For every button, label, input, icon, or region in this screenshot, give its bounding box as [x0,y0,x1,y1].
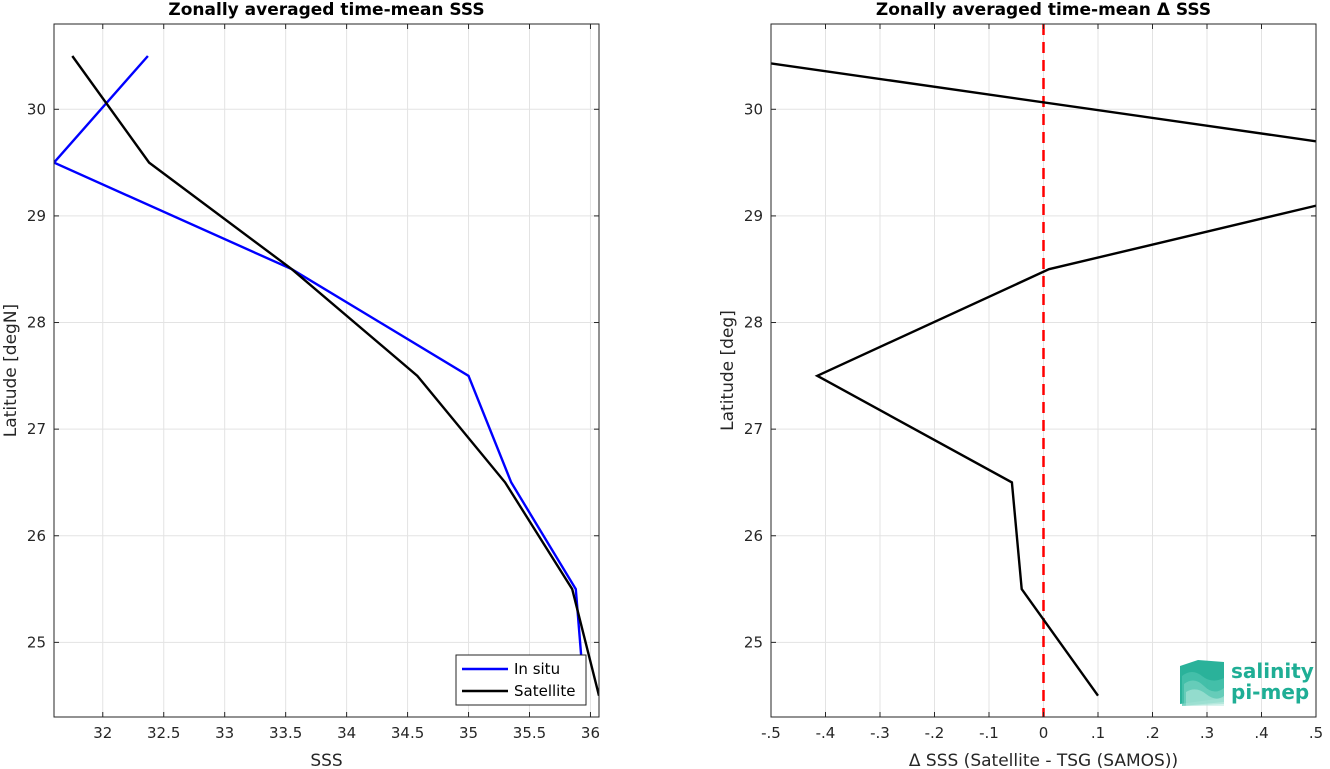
left-x-tick-label: 35 [459,724,478,742]
left-x-tick-label: 36 [581,724,600,742]
right-series-line-series-0 [771,62,1316,143]
right-x-tick-label: -.1 [979,724,999,742]
right-x-tick-label: .1 [1091,724,1105,742]
right-panel: -.5 -.4 -.3 -.2 -.1 0 .1 .2 .3 .4 .5 25 26 27 28 29 30 Zo… [718,0,1323,769]
left-x-tick-label: 33 [215,724,234,742]
right-x-tick-label: .5 [1309,724,1323,742]
right-y-tick-label: 29 [744,207,763,225]
right-series-group [771,62,1316,697]
left-x-tick-label: 33.5 [269,724,302,742]
left-y-axis-label: Latitude [degN] [1,304,21,437]
left-chart-title: Zonally averaged time-mean SSS [168,0,484,20]
left-x-tick-label: 32 [93,724,112,742]
left-x-tick-label: 34 [337,724,356,742]
left-y-tick-label: 27 [27,420,46,438]
right-series-line-series-1 [814,204,1316,697]
left-y-tick-label: 29 [27,207,46,225]
right-y-tick-label: 27 [744,420,763,438]
legend-label-in-situ: In situ [514,660,560,678]
right-x-tick-label: -.5 [761,724,781,742]
left-y-tick-label: 25 [27,633,46,651]
left-axes-box [53,23,600,718]
left-x-tick-label: 34.5 [391,724,424,742]
left-legend: In situ Satellite [455,654,587,706]
right-y-tick-label: 28 [744,314,763,332]
right-chart-title: Zonally averaged time-mean Δ SSS [876,0,1211,20]
left-series-line-satellite [71,55,599,696]
logo-text-pi-mep: pi-mep [1231,680,1309,704]
legend-label-satellite: Satellite [514,682,575,700]
left-x-tick-label: 35.5 [513,724,546,742]
right-y-axis-label: Latitude [deg] [718,310,738,431]
right-x-tick-label: .4 [1254,724,1268,742]
left-y-tick-label: 26 [27,527,46,545]
right-x-tick-label: -.4 [816,724,836,742]
right-x-tick-label: 0 [1039,724,1049,742]
right-x-tick-label: -.2 [925,724,945,742]
right-y-tick-label: 30 [744,100,763,118]
left-plot-area [54,24,599,717]
left-y-tick-label: 28 [27,314,46,332]
right-x-tick-label: .2 [1145,724,1159,742]
legend-box [455,654,587,706]
right-y-tick-label: 26 [744,527,763,545]
left-x-tick-label: 32.5 [147,724,180,742]
logo-text-salinity: salinity [1231,659,1314,683]
left-series-line-in-situ [54,55,586,696]
left-x-axis-label: SSS [310,751,342,769]
right-x-tick-label: -.3 [870,724,890,742]
logo-wave-shape-3 [1186,689,1224,706]
right-x-axis-label: Δ SSS (Satellite - TSG (SAMOS)) [909,751,1178,769]
right-x-tick-label: .3 [1200,724,1214,742]
right-y-tick-label: 25 [744,633,763,651]
left-series-group [54,55,599,696]
left-panel: 32 32.5 33 33.5 34 34.5 35 35.5 36 25 26 27 28 29 30 Zo… [1,0,600,769]
left-y-tick-label: 30 [27,100,46,118]
